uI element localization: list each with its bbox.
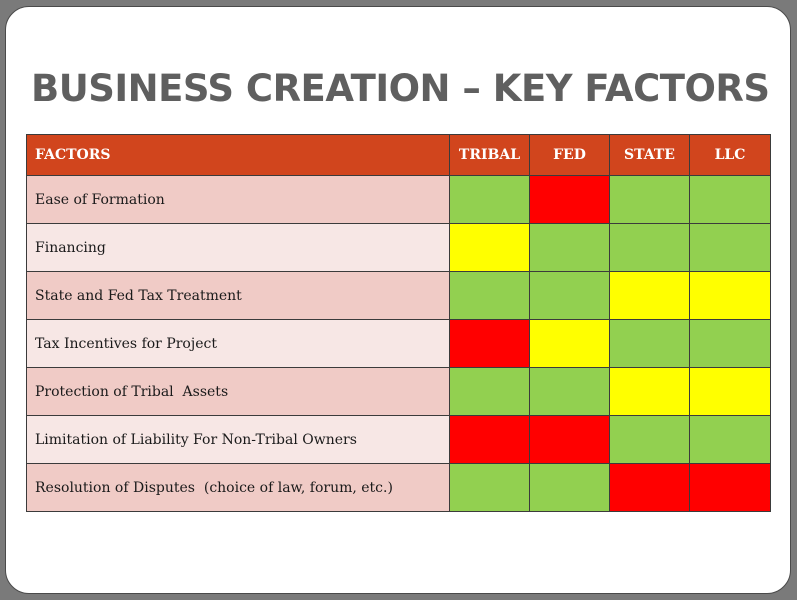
slide-title: BUSINESS CREATION – KEY FACTORS bbox=[31, 67, 770, 110]
rating-cell-fed bbox=[529, 463, 610, 512]
rating-cell-tribal bbox=[449, 223, 530, 272]
rating-cell-state bbox=[609, 367, 690, 416]
rating-cell-llc bbox=[689, 367, 771, 416]
rating-cell-state bbox=[609, 223, 690, 272]
header-llc: LLC bbox=[689, 134, 771, 176]
table-row: Protection of Tribal Assets bbox=[26, 367, 771, 416]
factor-label: Tax Incentives for Project bbox=[26, 319, 450, 368]
rating-cell-state bbox=[609, 175, 690, 224]
rating-cell-llc bbox=[689, 319, 771, 368]
rating-cell-state bbox=[609, 415, 690, 464]
header-tribal: TRIBAL bbox=[449, 134, 530, 176]
rating-cell-llc bbox=[689, 415, 771, 464]
header-state: STATE bbox=[609, 134, 690, 176]
rating-cell-fed bbox=[529, 319, 610, 368]
table-row: Resolution of Disputes (choice of law, f… bbox=[26, 463, 771, 512]
rating-cell-state bbox=[609, 271, 690, 320]
rating-cell-llc bbox=[689, 175, 771, 224]
key-factors-table: FACTORS TRIBAL FED STATE LLC Ease of For… bbox=[26, 134, 771, 512]
table-header-row: FACTORS TRIBAL FED STATE LLC bbox=[26, 134, 771, 176]
rating-cell-fed bbox=[529, 175, 610, 224]
rating-cell-tribal bbox=[449, 271, 530, 320]
rating-cell-tribal bbox=[449, 319, 530, 368]
rating-cell-llc bbox=[689, 463, 771, 512]
rating-cell-tribal bbox=[449, 463, 530, 512]
rating-cell-fed bbox=[529, 367, 610, 416]
factor-label: Protection of Tribal Assets bbox=[26, 367, 450, 416]
rating-cell-llc bbox=[689, 223, 771, 272]
factor-label: Ease of Formation bbox=[26, 175, 450, 224]
table-row: Tax Incentives for Project bbox=[26, 319, 771, 368]
table-row: Financing bbox=[26, 223, 771, 272]
rating-cell-state bbox=[609, 319, 690, 368]
header-factors: FACTORS bbox=[26, 134, 450, 176]
rating-cell-tribal bbox=[449, 415, 530, 464]
rating-cell-tribal bbox=[449, 367, 530, 416]
factor-label: Resolution of Disputes (choice of law, f… bbox=[26, 463, 450, 512]
factor-label: State and Fed Tax Treatment bbox=[26, 271, 450, 320]
slide: BUSINESS CREATION – KEY FACTORS FACTORS … bbox=[5, 6, 791, 594]
rating-cell-fed bbox=[529, 415, 610, 464]
table-row: State and Fed Tax Treatment bbox=[26, 271, 771, 320]
rating-cell-state bbox=[609, 463, 690, 512]
header-fed: FED bbox=[529, 134, 610, 176]
rating-cell-fed bbox=[529, 223, 610, 272]
factor-label: Limitation of Liability For Non-Tribal O… bbox=[26, 415, 450, 464]
rating-cell-fed bbox=[529, 271, 610, 320]
table-row: Ease of Formation bbox=[26, 175, 771, 224]
factor-label: Financing bbox=[26, 223, 450, 272]
rating-cell-llc bbox=[689, 271, 771, 320]
table-row: Limitation of Liability For Non-Tribal O… bbox=[26, 415, 771, 464]
rating-cell-tribal bbox=[449, 175, 530, 224]
